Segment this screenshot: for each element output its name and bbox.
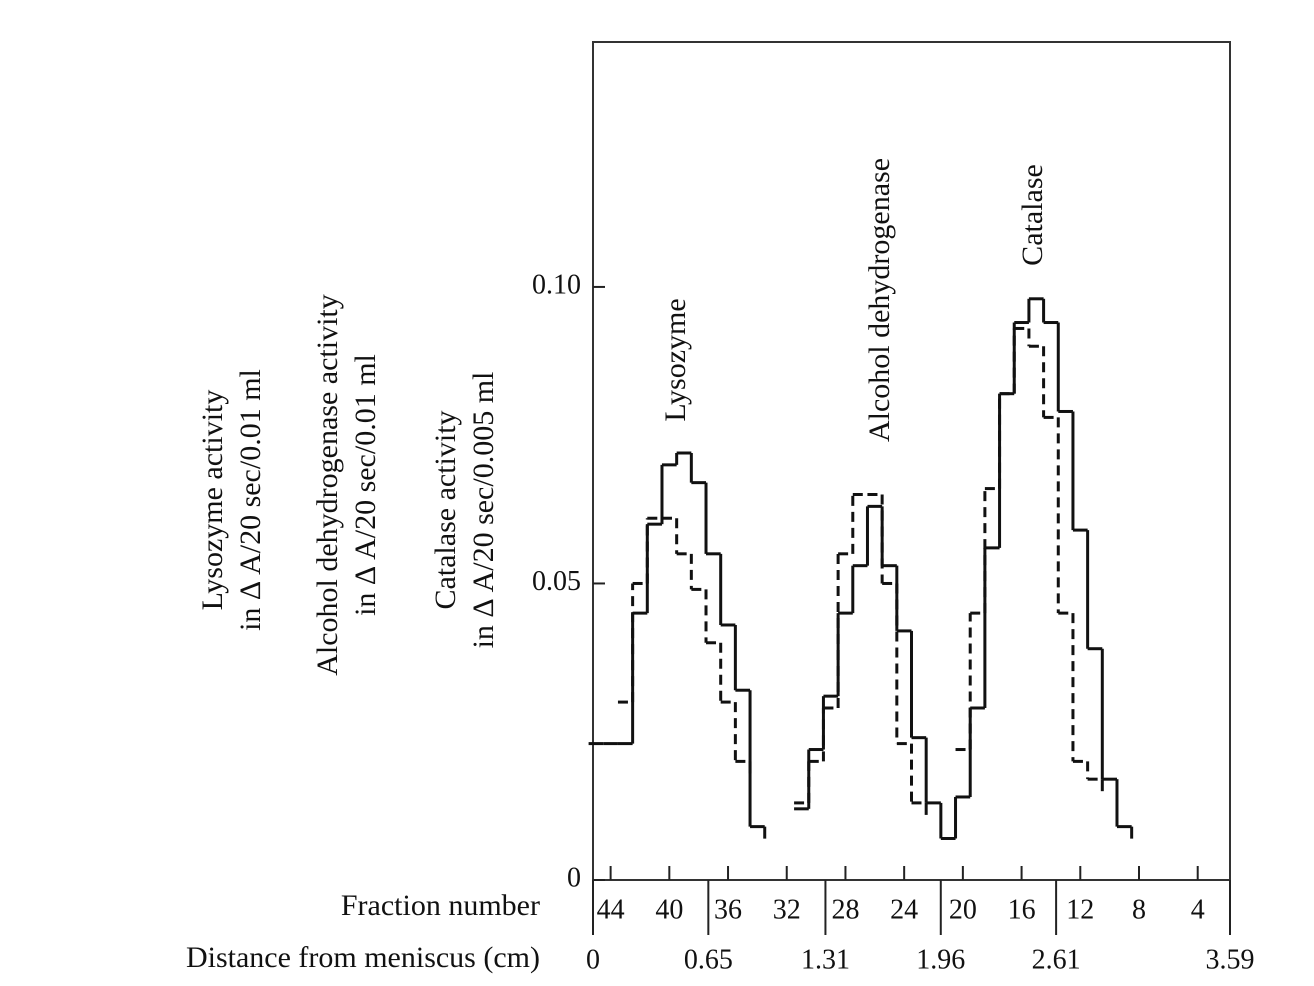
x-tick-label: 12 <box>1066 894 1094 925</box>
distance-tick-label: 0 <box>586 944 600 975</box>
peak-label: Catalase <box>1016 164 1049 266</box>
y-axis-label: in Δ A/20 sec/0.01 ml <box>349 354 382 616</box>
x-tick-label: 20 <box>949 894 977 925</box>
x-tick-label: 40 <box>655 894 683 925</box>
peak-label: Alcohol dehydrogenase <box>863 158 896 442</box>
x-tick-label: 24 <box>890 894 918 925</box>
x-tick-label: 28 <box>831 894 859 925</box>
y-tick-label: 0 <box>567 862 581 893</box>
x-tick-label: 32 <box>773 894 801 925</box>
y-axis-label: in Δ A/20 sec/0.005 ml <box>467 372 500 649</box>
x-axis-label: Fraction number <box>341 889 540 922</box>
distance-tick-label: 1.31 <box>801 944 850 975</box>
y-tick-label: 0.05 <box>532 566 581 597</box>
x-tick-label: 8 <box>1132 894 1146 925</box>
y-axis-label: Lysozyme activity <box>196 390 229 611</box>
y-axis-label: Alcohol dehydrogenase activity <box>311 294 344 676</box>
distance-axis-label: Distance from meniscus (cm) <box>186 941 540 974</box>
distance-tick-label: 0.65 <box>684 944 733 975</box>
plot-frame <box>592 41 1231 881</box>
x-tick-label: 44 <box>597 894 625 925</box>
y-tick-label: 0.10 <box>532 269 581 300</box>
distance-tick-label: 2.61 <box>1032 944 1081 975</box>
distance-tick-label: 1.96 <box>916 944 965 975</box>
x-tick-label: 4 <box>1191 894 1205 925</box>
y-axis-label: in Δ A/20 sec/0.01 ml <box>234 369 267 631</box>
x-tick-label: 16 <box>1008 894 1036 925</box>
peak-label: Lysozyme <box>659 298 692 421</box>
y-axis-label: Catalase activity <box>429 410 462 609</box>
distance-tick-label: 3.59 <box>1206 944 1255 975</box>
x-tick-label: 36 <box>714 894 742 925</box>
